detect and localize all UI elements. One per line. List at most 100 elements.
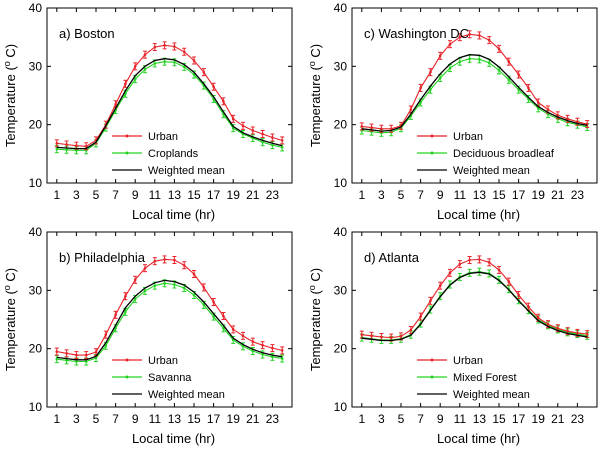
data-point [478, 34, 481, 37]
y-axis-label: Temperature (o C) [307, 268, 323, 371]
data-point [163, 258, 166, 261]
y-axis-label-end: C) [308, 44, 323, 61]
data-point [202, 286, 206, 289]
x-tick-label: 15 [187, 188, 201, 202]
legend: Urban Mixed Forest Weighted mean [417, 355, 530, 401]
x-axis-label: Local time (hr) [132, 431, 215, 446]
data-point [143, 53, 147, 56]
data-point [507, 280, 511, 283]
data-point [280, 357, 284, 360]
y-axis-label-superscript: o [2, 285, 12, 290]
data-point [261, 140, 264, 144]
legend-entry: Urban [148, 131, 178, 143]
legend-marker [125, 134, 129, 138]
data-point [241, 334, 245, 338]
data-point [222, 100, 225, 103]
data-point [173, 258, 176, 262]
y-axis-label: Temperature (o C) [307, 44, 323, 147]
data-point [271, 355, 274, 359]
y-axis-label-main: Temperature ( [308, 290, 323, 372]
legend-marker [430, 375, 434, 379]
data-point [487, 261, 491, 264]
x-tick-label: 21 [246, 412, 260, 426]
plot-frame [351, 231, 598, 408]
x-tick-label: 3 [378, 412, 385, 426]
y-tick-label: 10 [334, 400, 348, 414]
data-point [202, 303, 206, 307]
x-tick-label: 23 [571, 412, 585, 426]
legend-entry: Deciduous broadleaf [453, 148, 555, 160]
data-point [507, 60, 511, 63]
data-point [566, 329, 569, 333]
data-point [468, 57, 471, 61]
data-point [546, 322, 550, 326]
data-point [104, 344, 108, 348]
data-point [202, 70, 206, 74]
legend-entry: Mixed Forest [453, 372, 517, 384]
data-point [114, 313, 117, 317]
data-point [271, 143, 274, 147]
data-point [222, 314, 225, 318]
x-tick-label: 5 [398, 412, 405, 426]
x-tick-label: 9 [437, 188, 444, 202]
y-axis-label-superscript: o [307, 61, 317, 66]
x-tick-label: 3 [378, 188, 385, 202]
y-tick-label: 20 [334, 118, 348, 132]
x-tick-label: 15 [492, 188, 506, 202]
x-tick-label: 1 [53, 188, 60, 202]
data-point [271, 136, 274, 139]
legend-marker [430, 134, 434, 138]
legend-entry: Urban [148, 355, 178, 367]
x-axis-label: Local time (hr) [437, 207, 520, 222]
data-point [429, 299, 432, 303]
data-point [192, 293, 196, 297]
x-tick-label: 1 [53, 412, 60, 426]
data-point [124, 310, 127, 314]
x-tick-label: 15 [492, 412, 506, 426]
data-point [280, 139, 284, 142]
series-weighted-mean [56, 58, 283, 150]
x-tick-label: 3 [73, 412, 80, 426]
data-point [55, 142, 59, 145]
data-point [104, 333, 108, 336]
series-urban [54, 255, 285, 360]
y-tick-label: 40 [29, 1, 43, 15]
data-point [468, 258, 471, 262]
data-point [576, 331, 579, 335]
data-point [163, 60, 166, 63]
data-point [241, 124, 245, 128]
data-point [448, 42, 452, 46]
x-tick-label: 1 [358, 412, 365, 426]
data-point [192, 272, 196, 276]
data-point [478, 58, 481, 61]
data-point [507, 78, 511, 82]
data-point [458, 35, 462, 39]
data-point [143, 67, 147, 71]
data-point [133, 297, 137, 301]
data-point [380, 127, 383, 131]
data-point [546, 108, 550, 111]
data-point [271, 346, 274, 350]
data-point [370, 334, 373, 338]
plot-frame [46, 7, 293, 184]
y-axis-label-main: Temperature ( [3, 66, 18, 148]
series-urban [54, 41, 285, 151]
data-point [448, 271, 452, 275]
y-axis-label: Temperature (o C) [2, 268, 18, 371]
data-point [360, 125, 364, 128]
y-tick-label: 40 [29, 225, 43, 239]
series-line [361, 33, 588, 130]
data-point [133, 278, 137, 282]
data-point [94, 356, 98, 360]
data-point [419, 315, 422, 318]
data-point [536, 316, 540, 320]
y-tick-label: 20 [334, 342, 348, 356]
data-point [192, 59, 196, 62]
x-axis-label: Local time (hr) [437, 431, 520, 446]
x-tick-label: 7 [112, 412, 119, 426]
data-point [84, 353, 88, 357]
